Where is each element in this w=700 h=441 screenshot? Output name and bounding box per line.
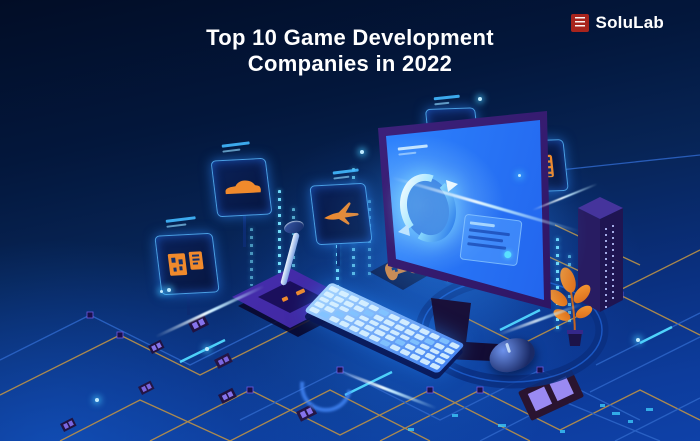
screen-content-panel	[459, 213, 523, 267]
title-line-1: Top 10 Game Development	[206, 25, 494, 50]
glow-dot	[478, 97, 482, 101]
solulab-logo-mark	[570, 14, 589, 32]
glow-dot	[160, 290, 163, 293]
glow-dot	[167, 288, 171, 292]
refresh-loader-icon	[398, 173, 458, 243]
panel-indicator-dot	[503, 250, 512, 259]
glow-dot	[636, 338, 640, 342]
glow-dot	[518, 174, 521, 177]
glow-dot	[360, 150, 364, 154]
solulab-logo-text: SoluLab	[595, 13, 664, 32]
glow-dot	[95, 398, 99, 402]
glow-dot	[205, 347, 209, 351]
title-line-2: Companies in 2022	[247, 51, 453, 76]
solulab-logo: SoluLab	[570, 13, 664, 33]
page-title: Top 10 Game Development Companies in 202…	[0, 25, 700, 77]
